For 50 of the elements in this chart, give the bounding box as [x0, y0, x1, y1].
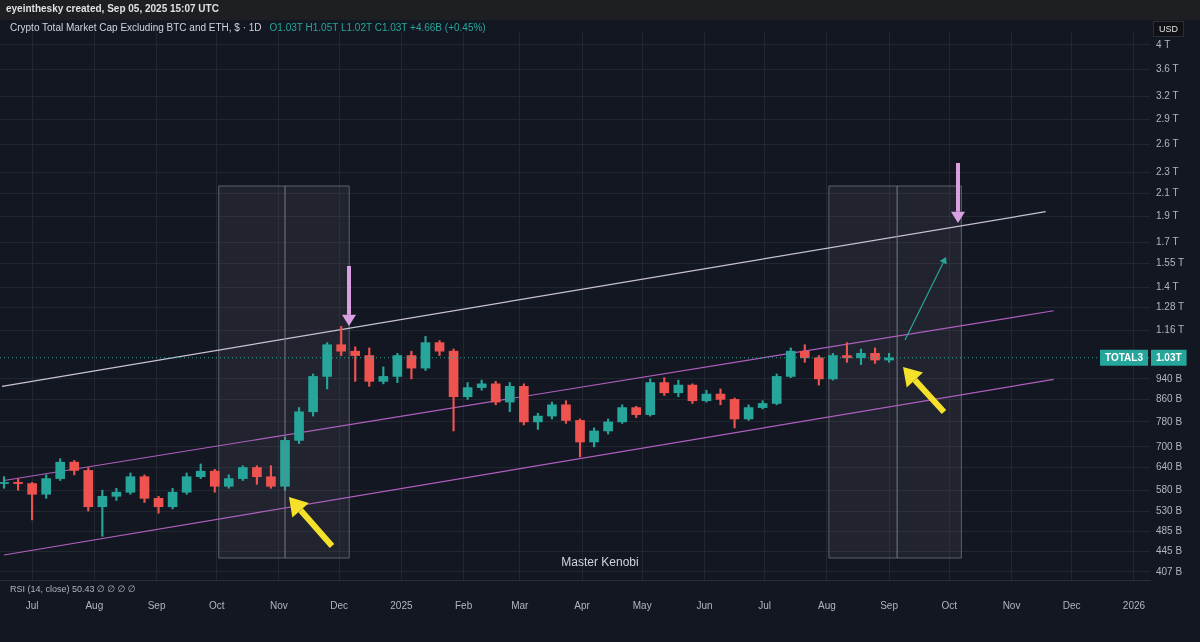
y-tick-label: 580 B — [1156, 483, 1183, 495]
x-tick-label: Jun — [696, 599, 713, 611]
y-tick-label: 407 B — [1156, 565, 1183, 577]
y-tick-label: 3.6 T — [1156, 62, 1179, 74]
x-tick-label: Jul — [25, 599, 39, 611]
x-tick-label: 2026 — [1122, 599, 1146, 611]
y-tick-label: 4 T — [1156, 38, 1171, 50]
y-tick-label: 1.4 T — [1156, 280, 1179, 292]
x-tick-label: Aug — [817, 599, 836, 611]
y-tick-label: 1.9 T — [1156, 210, 1179, 222]
y-tick-label: 700 B — [1156, 440, 1183, 452]
ref-line-label: TOTAL3 — [1105, 351, 1144, 363]
y-tick-label: 1.28 T — [1156, 301, 1185, 313]
x-tick-label: Nov — [270, 599, 288, 611]
x-tick-label: Aug — [85, 599, 104, 611]
y-tick-label: 2.3 T — [1156, 166, 1179, 178]
y-tick-label: 530 B — [1156, 504, 1183, 516]
chart-title: Crypto Total Market Cap Excluding BTC and ETH, $ · 1D — [10, 22, 262, 33]
x-tick-label: May — [632, 599, 652, 611]
y-tick-label: 485 B — [1156, 525, 1183, 537]
x-tick-label: 2025 — [390, 599, 413, 611]
y-tick-label: 1.55 T — [1156, 257, 1185, 269]
x-tick-label: Apr — [574, 599, 591, 611]
y-tick-label: 1.7 T — [1156, 235, 1179, 247]
x-tick-label: Sep — [147, 599, 166, 611]
x-tick-label: Oct — [941, 599, 958, 611]
y-tick-label: 2.6 T — [1156, 137, 1179, 149]
x-tick-label: Mar — [511, 599, 530, 611]
text: RSI (14, close) 50.43 ∅ ∅ ∅ ∅ — [10, 584, 136, 594]
x-tick-label: Dec — [1062, 599, 1081, 611]
text: 1.03T — [1156, 351, 1182, 363]
y-tick-label: 2.1 T — [1156, 187, 1179, 199]
y-tick-label: 2.9 T — [1156, 112, 1179, 124]
x-tick-label: Sep — [880, 599, 899, 611]
text: eyeinthesky created, Sep 05, 2025 15:07 UTC — [6, 3, 219, 14]
y-tick-label: 3.2 T — [1156, 90, 1179, 102]
y-tick-label: 640 B — [1156, 461, 1183, 473]
y-tick-label: 860 B — [1156, 393, 1183, 405]
y-tick-label: 940 B — [1156, 372, 1183, 384]
x-tick-label: Nov — [1002, 599, 1021, 611]
y-axis-title: USD — [1153, 21, 1185, 37]
x-tick-label: Jul — [758, 599, 772, 611]
annotation: Master Kenobi — [560, 555, 640, 569]
x-tick-label: Feb — [455, 599, 473, 611]
x-tick-label: Oct — [208, 599, 225, 611]
chart-subtitle: O1.03T H1.05T L1.02T C1.03T +4.66B (+0.45%) — [269, 22, 486, 33]
y-tick-label: 445 B — [1156, 545, 1183, 557]
y-tick-label: 780 B — [1156, 415, 1183, 427]
y-tick-label: 1.16 T — [1156, 324, 1185, 336]
x-tick-label: Dec — [330, 599, 349, 611]
